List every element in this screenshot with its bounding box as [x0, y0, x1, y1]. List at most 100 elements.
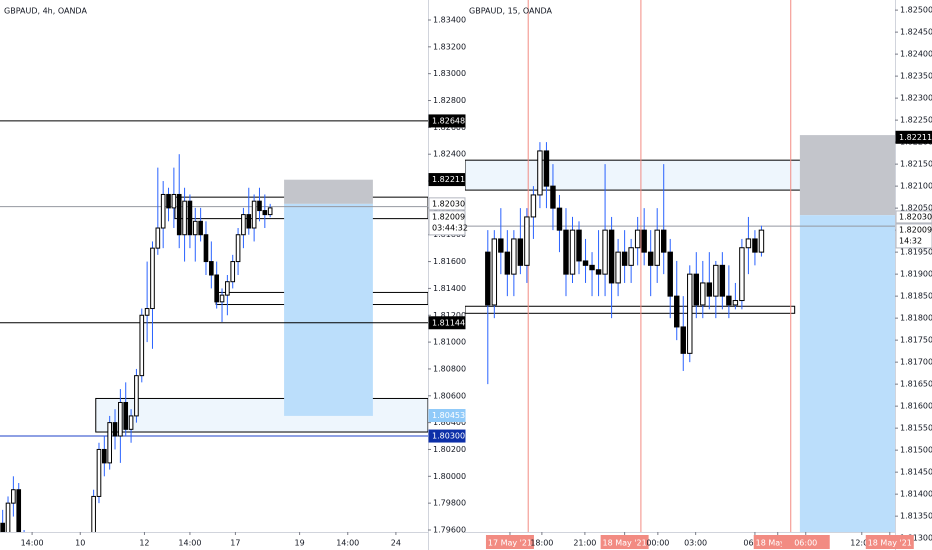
- y-tick-label: 1.80000: [433, 472, 466, 481]
- candle-body: [569, 229, 576, 275]
- position-target: [799, 215, 895, 532]
- x-tick-label: 18 May '21: [756, 539, 800, 548]
- pane: [465, 0, 895, 532]
- candle-body: [160, 193, 166, 229]
- candle-body: [700, 282, 706, 306]
- y-tick-label: 1.79800: [433, 499, 466, 508]
- price-label: 1.82648: [432, 116, 465, 125]
- price-label-bg: [428, 210, 466, 236]
- price-label-bg: [428, 429, 466, 443]
- candle-body: [123, 401, 129, 430]
- candle-body: [706, 282, 713, 297]
- y-tick-label: 1.82250: [900, 116, 932, 125]
- y-tick-label: 1.80400: [433, 418, 466, 427]
- y-tick-label: 1.81200: [433, 311, 466, 320]
- candle-body: [680, 326, 686, 354]
- y-tick-label: 1.81950: [900, 248, 932, 257]
- y-tick-label: 1.82050: [900, 204, 932, 213]
- candle-body: [621, 251, 628, 266]
- candle-body: [634, 229, 641, 249]
- x-tick-label: 12: [139, 539, 149, 548]
- x-tick-label: 10: [75, 539, 85, 548]
- position-stop: [284, 179, 373, 204]
- candle-body: [687, 273, 693, 354]
- candle-body: [517, 238, 524, 266]
- x-tick-label: 03:00: [684, 539, 707, 548]
- candle-body: [504, 251, 511, 275]
- x-tick-label: 14:00: [21, 539, 44, 548]
- zone: [465, 305, 796, 314]
- candle-body: [615, 251, 621, 284]
- candle-body: [225, 281, 230, 296]
- x-tick-label: 14:00: [336, 539, 359, 548]
- candle-body: [128, 415, 134, 430]
- x-tick-label: 21:00: [573, 539, 596, 548]
- price-label: 1.82009: [899, 225, 932, 234]
- candle-body: [11, 489, 16, 504]
- chart-title: GBPAUD, 4h, OANDA: [4, 7, 87, 16]
- price-label: 1.82211: [899, 133, 932, 142]
- candle-body: [187, 200, 193, 236]
- candle-body: [608, 229, 615, 284]
- candle-body: [176, 193, 182, 236]
- y-tick-label: 1.82100: [900, 182, 932, 191]
- price-label: 1.82211: [432, 175, 465, 184]
- candle-body: [102, 448, 107, 464]
- x-tick-label: 06:00: [794, 539, 817, 548]
- price-label-bg: [895, 223, 932, 249]
- candle-body: [267, 207, 273, 216]
- x-tick-label: 24: [391, 539, 401, 548]
- x-tick-highlight: [600, 535, 649, 549]
- y-tick-label: 1.81750: [900, 336, 932, 345]
- candle-body: [693, 273, 700, 306]
- y-tick-label: 1.81600: [900, 402, 932, 411]
- y-tick-label: 1.81450: [900, 468, 932, 477]
- y-tick-label: 1.81500: [900, 446, 932, 455]
- candle-body: [155, 227, 161, 249]
- y-tick-label: 1.82450: [900, 28, 932, 37]
- candle-body: [182, 200, 187, 236]
- candle-body: [209, 261, 214, 276]
- y-tick-label: 1.81350: [900, 512, 932, 521]
- price-label: 1.80300: [432, 432, 465, 441]
- price-axis: [895, 0, 932, 550]
- candle-body: [166, 193, 171, 209]
- y-tick-label: 1.82350: [900, 72, 932, 81]
- y-tick-label: 1.83200: [433, 42, 466, 51]
- candle-body: [511, 238, 517, 275]
- candle-body: [235, 234, 241, 263]
- y-tick-label: 1.81600: [433, 257, 466, 266]
- y-tick-label: 1.80600: [433, 391, 466, 400]
- y-tick-label: 1.81000: [433, 338, 466, 347]
- y-tick-label: 1.80200: [433, 445, 466, 454]
- y-tick-label: 1.81550: [900, 424, 932, 433]
- candle-body: [758, 229, 765, 253]
- candle-body: [563, 229, 569, 275]
- x-tick-highlight: [485, 535, 534, 549]
- y-tick-label: 1.82300: [900, 94, 932, 103]
- candle-body: [556, 207, 563, 231]
- candle-body: [246, 214, 252, 229]
- y-tick-label: 1.82500: [900, 6, 932, 15]
- y-tick-label: 1.81300: [900, 534, 932, 543]
- candle-body: [112, 422, 118, 437]
- candle-body: [16, 489, 22, 532]
- y-tick-label: 1.79600: [433, 525, 466, 534]
- price-label-bg: [428, 316, 466, 330]
- candle-body: [96, 448, 102, 497]
- candle-body: [537, 150, 543, 196]
- candle-body: [91, 495, 96, 532]
- candle-body: [192, 220, 198, 236]
- zone: [95, 397, 428, 433]
- price-label: 1.80453: [432, 411, 465, 420]
- candle-body: [491, 238, 498, 306]
- candle-body: [589, 264, 595, 271]
- x-tick-label: 17: [230, 539, 240, 548]
- candle-body: [752, 238, 758, 253]
- candle-body: [674, 295, 680, 328]
- pane: [0, 120, 428, 532]
- y-tick-label: 1.81700: [900, 358, 932, 367]
- candle-body: [241, 214, 246, 236]
- candle-body: [550, 185, 556, 209]
